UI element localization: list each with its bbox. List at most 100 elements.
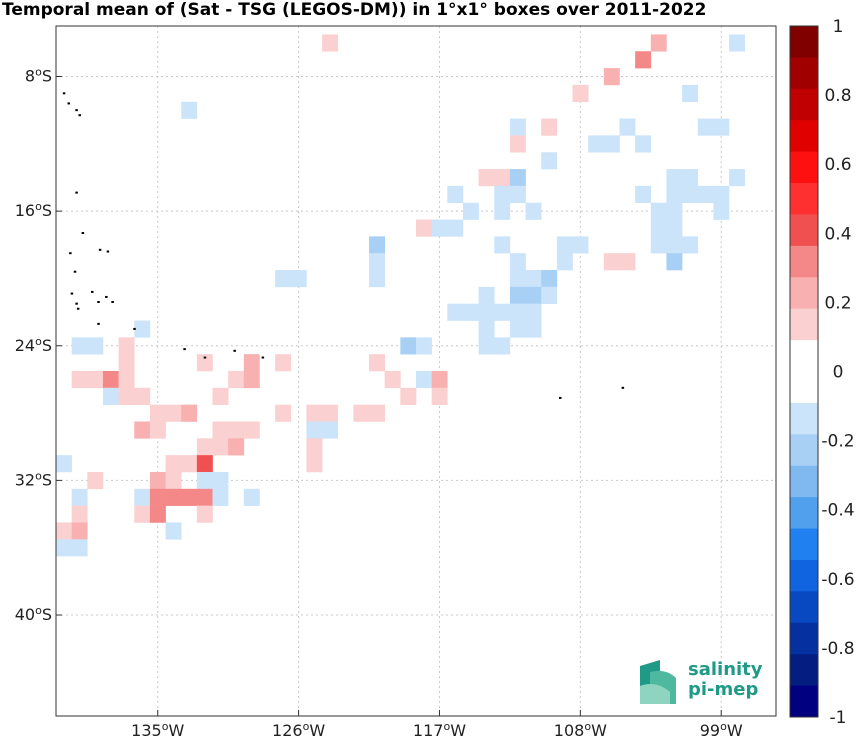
colorbar-bin <box>790 26 818 58</box>
heatmap-cell <box>494 169 511 187</box>
heatmap-cell <box>290 270 307 288</box>
island-mark <box>76 307 80 310</box>
heatmap-cell <box>666 185 683 204</box>
y-tick-label: 24oS <box>15 335 52 355</box>
heatmap-cell <box>322 404 339 422</box>
heatmap-cell <box>134 488 151 506</box>
heatmap-cell <box>400 387 417 405</box>
heatmap-cell <box>713 202 730 220</box>
heatmap-cell <box>650 236 667 254</box>
island-mark <box>203 356 207 359</box>
heatmap-cell <box>134 320 151 338</box>
heatmap-cell <box>666 236 683 254</box>
colorbar-bin <box>790 685 818 718</box>
heatmap-cell <box>541 270 558 288</box>
heatmap-cell <box>509 270 526 288</box>
logo-text: salinity pi-mep <box>688 660 763 700</box>
island-mark <box>98 248 102 251</box>
heatmap-cell <box>165 455 182 473</box>
heatmap-cell <box>384 371 401 389</box>
heatmap-cell <box>416 219 432 237</box>
heatmap-cell <box>369 253 385 271</box>
x-tick-label: 126oW <box>272 720 325 740</box>
island-mark <box>105 295 108 298</box>
heatmap-cell <box>682 169 699 187</box>
heatmap-cell <box>118 354 135 372</box>
colorbar-bin <box>790 151 818 184</box>
x-tick-label: 108oW <box>554 720 607 740</box>
heatmap-cell <box>431 219 448 237</box>
colorbar-bin <box>790 402 818 435</box>
heatmap-cell <box>275 354 292 372</box>
island-mark <box>73 270 77 273</box>
heatmap-cell <box>149 404 166 422</box>
colorbar-bin <box>790 654 818 686</box>
island-mark <box>111 301 114 303</box>
heatmap-cell <box>635 185 652 204</box>
colorbar-label: -1 <box>830 708 847 728</box>
island-mark <box>91 290 94 293</box>
island-mark <box>81 232 85 234</box>
heatmap-cell <box>71 337 88 355</box>
heatmap-cell <box>619 253 636 271</box>
heatmap-cell <box>603 253 620 271</box>
heatmap-cell <box>603 68 620 86</box>
colorbar-bin <box>790 591 818 624</box>
heatmap-cell <box>87 371 104 389</box>
heatmap-cell <box>71 371 88 389</box>
colorbar-frame <box>789 25 819 718</box>
colorbar-label: -0.4 <box>821 501 854 521</box>
heatmap-cell <box>369 354 385 372</box>
heatmap-cell <box>149 505 166 523</box>
heatmap-cell <box>306 421 323 439</box>
heatmap-cell <box>196 354 213 372</box>
heatmap-cell <box>134 421 151 439</box>
heatmap-cell <box>71 522 88 540</box>
island-mark <box>75 109 78 112</box>
colorbar-bin <box>790 340 818 372</box>
heatmap-cell <box>416 371 432 389</box>
heatmap-cell <box>56 455 72 473</box>
island-mark <box>97 301 100 303</box>
heatmap-cell <box>243 488 260 506</box>
heatmap-cell <box>228 371 245 389</box>
heatmap-cell <box>478 320 495 338</box>
colorbar-bin <box>790 308 818 341</box>
heatmap-cell <box>196 488 213 506</box>
heatmap-cell <box>635 135 652 153</box>
colorbar-label: 0.4 <box>824 224 851 244</box>
heatmap-cell <box>196 438 213 456</box>
island-mark <box>78 114 81 117</box>
heatmap-cell <box>181 101 198 119</box>
heatmap-cell <box>353 404 370 422</box>
heatmap-cell <box>181 488 198 506</box>
heatmap-cell <box>494 303 511 321</box>
heatmap-cell <box>713 118 730 136</box>
heatmap-cell <box>603 135 620 153</box>
heatmap-cell <box>525 286 542 304</box>
heatmap-cell <box>134 387 151 405</box>
colorbar-bin <box>790 528 818 561</box>
heatmap-cell <box>572 84 589 103</box>
colorbar-bin <box>790 277 818 310</box>
heatmap-cell <box>447 185 464 204</box>
heatmap-cell <box>275 404 292 422</box>
island-mark <box>70 292 74 295</box>
island-mark <box>75 191 78 194</box>
heatmap-cell <box>478 169 495 187</box>
heatmap-cell <box>165 522 182 540</box>
island-mark <box>106 250 110 253</box>
island-mark <box>621 386 625 389</box>
heatmap-cell <box>478 286 495 304</box>
heatmap-cell <box>635 51 652 69</box>
heatmap-cell <box>494 337 511 355</box>
heatmap-cell <box>619 118 636 136</box>
heatmap-cell <box>102 387 119 405</box>
heatmap-cell <box>306 438 323 456</box>
heatmap-cell <box>697 185 714 204</box>
heatmap-cell <box>650 34 667 52</box>
heatmap-cell <box>478 337 495 355</box>
heatmap-cell <box>149 471 166 490</box>
colorbar-bin <box>790 245 818 278</box>
colorbar-label: 0.8 <box>824 86 851 106</box>
